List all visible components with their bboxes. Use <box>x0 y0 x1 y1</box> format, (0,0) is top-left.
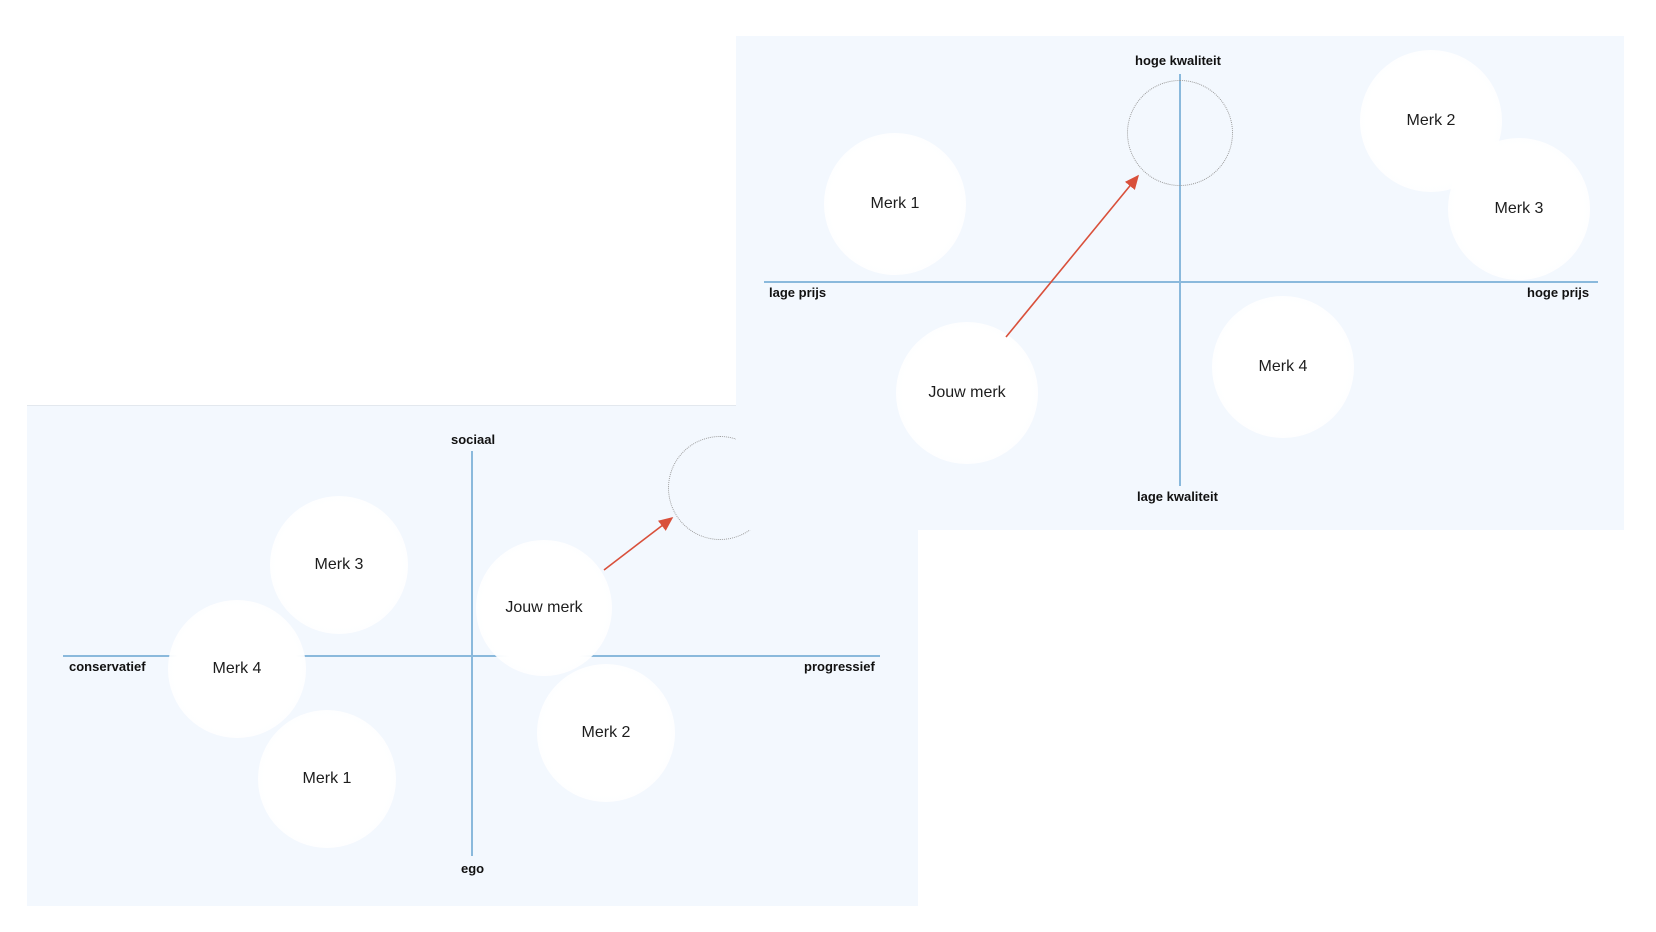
axis-label-bottom: lage kwaliteit <box>1137 489 1218 504</box>
positioning-map-right: hoge kwaliteit lage kwaliteit lage prijs… <box>736 36 1624 530</box>
brand-jouw-merk: Jouw merk <box>896 322 1038 464</box>
axis-label-bottom: ego <box>461 861 485 876</box>
vertical-axis <box>1179 74 1181 486</box>
brand-merk-1: Merk 1 <box>258 710 396 848</box>
axis-label-right: hoge prijs <box>1527 285 1590 300</box>
brand-merk-2: Merk 2 <box>537 664 675 802</box>
axis-label-top: hoge kwaliteit <box>1135 53 1221 68</box>
brand-merk-3: Merk 3 <box>1448 138 1590 280</box>
horizontal-axis <box>764 281 1598 283</box>
target-position-circle <box>1127 80 1233 186</box>
brand-merk-4: Merk 4 <box>168 600 306 738</box>
brand-jouw-merk: Jouw merk <box>476 540 612 676</box>
brand-merk-3: Merk 3 <box>270 496 408 634</box>
axis-label-right: progressief <box>804 659 875 674</box>
axis-label-left: conservatief <box>69 659 146 674</box>
brand-merk-4: Merk 4 <box>1212 296 1354 438</box>
axis-label-top: sociaal <box>451 432 496 447</box>
brand-merk-1: Merk 1 <box>824 133 966 275</box>
axis-label-left: lage prijs <box>769 285 827 300</box>
vertical-axis <box>471 451 473 856</box>
